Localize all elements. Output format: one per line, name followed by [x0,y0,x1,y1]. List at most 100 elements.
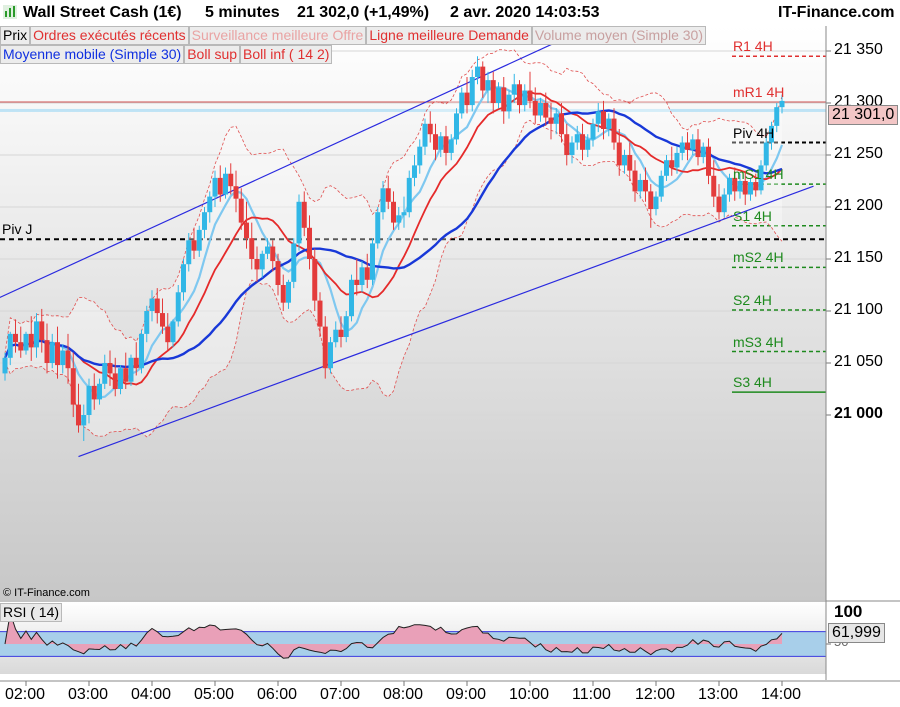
candle-body [354,279,360,285]
legend-item[interactable]: Surveillance meilleure Offre [188,26,367,45]
candle-body [275,261,281,285]
title-bar: Wall Street Cash (1€) 5 minutes 21 302,0… [0,0,900,26]
candle-body [133,357,139,369]
candle-body [763,142,769,166]
x-tick-label: 09:00 [446,686,487,703]
candle-body [259,253,265,270]
candle-body [165,326,171,343]
legend-item[interactable]: Prix [0,26,31,45]
candle-body [742,181,748,195]
candle-body [548,117,554,124]
candle-body [779,100,785,108]
candle-body [438,136,444,150]
candle-body [553,113,559,124]
candle-body [212,177,218,197]
candle-body [475,66,480,77]
candle-body [2,357,8,374]
candle-body [291,243,297,282]
legend-item[interactable]: Moyenne mobile (Simple 30) [0,45,185,64]
legend-item[interactable]: Boll sup [184,45,241,64]
candle-body [679,142,685,153]
candle-body [370,243,375,280]
ma-fast-line [4,91,783,386]
legend-item[interactable]: Boll inf ( 14 2) [240,45,333,64]
x-tick-label: 10:00 [509,686,550,703]
candle-body [149,298,155,311]
candle-body [107,363,113,374]
candle-body [23,333,29,351]
ma-light-line [3,85,784,399]
candle-body [716,196,722,213]
trend-channel [0,29,814,458]
y-tick-label: 21 250 [834,145,883,162]
brand-name[interactable]: IT-Finance.com [778,4,895,21]
x-tick-label: 13:00 [698,686,739,703]
y-tick-label: 21 050 [834,353,883,370]
x-tick-label: 07:00 [320,686,361,703]
level-label: mS3 4H [733,333,784,350]
candle-body [616,142,622,166]
candle-body [506,94,512,112]
x-tick-label: 03:00 [68,686,109,703]
candle-body [632,170,638,192]
candle-body [39,321,45,341]
legend-item[interactable]: Ordres exécutés récents [30,26,189,45]
rsi-legend: RSI ( 14) [0,603,63,622]
timeframe[interactable]: 5 minutes [205,4,280,21]
legend-item[interactable]: Volume moyen (Simple 30) [531,26,706,45]
instrument-name: Wall Street Cash (1€) [23,4,182,21]
candle-body [233,186,239,199]
candle-body [364,267,370,280]
candle-body [653,196,659,210]
plot-background [0,26,826,600]
bollinger-upper [4,49,783,354]
candle-body [391,201,396,223]
x-tick-label: 02:00 [5,686,46,703]
candle-body [396,215,402,223]
candle-body [464,92,470,106]
channel-upper-line [0,29,583,299]
candle-body [160,313,165,327]
candle-body [65,350,71,369]
y-tick-label: 21 100 [834,301,883,318]
candle-body [13,333,18,343]
candle-body [97,383,102,400]
candle-body [595,111,601,124]
candle-body [469,77,475,106]
candle-body [186,240,192,265]
candle-body [28,333,34,348]
candle-body [375,212,381,244]
candle-body [338,329,344,337]
candle-body [123,368,129,382]
candle-body [333,329,339,343]
x-tick-label: 06:00 [257,686,298,703]
legend-item[interactable]: Ligne meilleure Demande [366,26,532,45]
candle-body [223,173,228,195]
candle-body [139,333,144,369]
candle-body [385,188,391,202]
candle-body [448,139,454,153]
candle-body [49,342,55,363]
candle-body [606,118,612,129]
candle-body [527,90,533,101]
candle-body [406,177,412,213]
rsi-value: 61,999 [832,624,881,641]
candle-body [769,125,774,143]
candle-body [490,80,496,103]
candle-body [721,194,727,213]
level-label: S2 4H [733,291,772,308]
rsi-line [4,612,783,659]
candle-body [669,160,675,168]
candle-body [81,415,87,426]
candle-body [76,404,81,426]
candle-body [496,87,501,103]
app-logo-icon [3,5,17,19]
candle-body [18,342,24,351]
candle-body [753,182,759,191]
candle-body [590,123,596,140]
candle-body [286,281,291,303]
candle-body [511,84,517,95]
candle-body [443,136,449,153]
candle-body [690,139,696,150]
